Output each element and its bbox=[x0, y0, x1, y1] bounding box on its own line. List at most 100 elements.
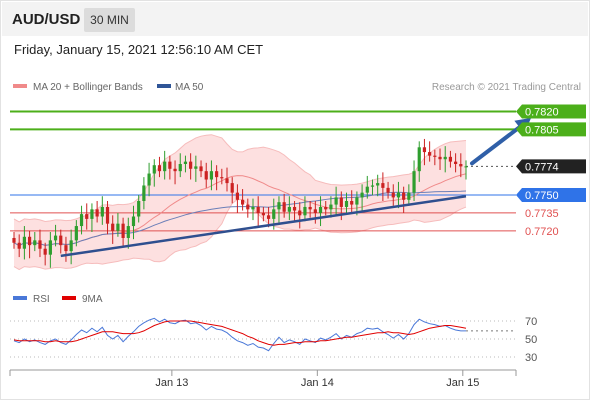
candle-body bbox=[329, 204, 333, 210]
candle-body bbox=[433, 155, 437, 157]
candle-body bbox=[27, 236, 32, 246]
candle-body bbox=[266, 215, 271, 219]
candle-body bbox=[282, 202, 286, 212]
candle-body bbox=[53, 235, 58, 241]
candle-body bbox=[168, 161, 172, 169]
candle-body bbox=[105, 206, 110, 224]
candle-body bbox=[137, 200, 141, 217]
candle-body bbox=[422, 147, 427, 153]
legend-ma50-swatch bbox=[157, 84, 171, 88]
research-credit: Research © 2021 Trading Central bbox=[432, 82, 581, 93]
candle-body bbox=[199, 166, 203, 172]
legend-9ma-swatch bbox=[62, 296, 76, 300]
candle-body bbox=[220, 177, 224, 179]
x-axis-tick-label: Jan 15 bbox=[446, 377, 479, 389]
candle-body bbox=[209, 171, 214, 180]
level-badge-pivot bbox=[516, 188, 586, 203]
candle-body bbox=[142, 185, 146, 201]
candle-body bbox=[183, 161, 188, 165]
rsi-tick-label: 70 bbox=[525, 316, 537, 328]
candle-body bbox=[246, 204, 250, 210]
candle-body bbox=[147, 173, 151, 186]
candle-body bbox=[396, 192, 401, 198]
candle-body bbox=[85, 214, 89, 219]
candle-body bbox=[313, 209, 317, 213]
x-axis-tick-label: Jan 14 bbox=[301, 377, 334, 389]
candle-body bbox=[412, 171, 416, 193]
candle-body bbox=[230, 183, 234, 193]
candle-body bbox=[157, 165, 162, 172]
candle-body bbox=[272, 209, 276, 219]
x-axis-tick-label: Jan 13 bbox=[155, 377, 188, 389]
legend-rsi-label: RSI bbox=[33, 294, 50, 305]
candle-body bbox=[116, 223, 120, 231]
level-badge-resistance bbox=[516, 122, 586, 137]
candle-body bbox=[163, 161, 167, 172]
candle-body bbox=[277, 202, 281, 210]
candle-body bbox=[121, 223, 125, 238]
support-trendline bbox=[60, 194, 467, 258]
level-label-last_price: 0.7774 bbox=[525, 161, 559, 173]
level-label-support: 0.7735 bbox=[525, 208, 559, 220]
candle-body bbox=[215, 171, 219, 178]
candle-body bbox=[95, 209, 99, 217]
symbol-title: AUD/USD bbox=[12, 11, 81, 28]
candle-body bbox=[33, 240, 37, 246]
candle-body bbox=[443, 156, 447, 160]
legend-rsi-swatch bbox=[13, 296, 27, 300]
candle-body bbox=[303, 206, 307, 216]
legend-ma20-swatch bbox=[13, 84, 27, 88]
level-label-support: 0.7720 bbox=[525, 226, 559, 238]
candle-body bbox=[407, 192, 411, 200]
bollinger-lower-line bbox=[13, 198, 467, 271]
candle-body bbox=[69, 240, 73, 252]
candle-body bbox=[152, 165, 156, 174]
candle-body bbox=[417, 147, 421, 172]
candle-body bbox=[292, 206, 297, 211]
candle-body bbox=[235, 192, 240, 200]
candle-body bbox=[448, 156, 453, 162]
candle-body bbox=[189, 161, 193, 169]
ma50-line bbox=[13, 190, 467, 247]
candle-body bbox=[344, 200, 349, 207]
candle-body bbox=[251, 206, 255, 210]
rsi-tick-label: 50 bbox=[525, 334, 537, 346]
candle-body bbox=[360, 192, 364, 198]
candle-body bbox=[318, 206, 323, 213]
candle-body bbox=[298, 210, 302, 216]
level-label-resistance: 0.7805 bbox=[525, 124, 559, 136]
candle-body bbox=[173, 168, 177, 172]
candle-body bbox=[350, 200, 354, 205]
legend-9ma-label: 9MA bbox=[82, 294, 103, 305]
candle-body bbox=[194, 166, 198, 169]
candle-body bbox=[38, 240, 42, 249]
candle-body bbox=[376, 183, 380, 186]
candle-body bbox=[79, 214, 84, 227]
candle-body bbox=[355, 197, 359, 205]
rsi-9ma-line bbox=[13, 320, 467, 346]
legend-ma50-label: MA 50 bbox=[175, 82, 204, 93]
candle-body bbox=[74, 226, 78, 241]
candle-body bbox=[428, 152, 432, 156]
level-label-pivot: 0.7750 bbox=[525, 190, 559, 202]
candle-body bbox=[334, 197, 338, 205]
candle-body bbox=[256, 206, 260, 213]
candle-body bbox=[370, 185, 375, 187]
candle-body bbox=[22, 236, 26, 249]
candle-body bbox=[324, 206, 328, 210]
candle-body bbox=[59, 235, 63, 246]
rsi-tick-label: 30 bbox=[525, 352, 537, 364]
candle-body bbox=[261, 212, 265, 216]
candle-body bbox=[43, 248, 47, 255]
timeframe-button[interactable]: 30 MIN bbox=[84, 8, 135, 32]
candle-body bbox=[386, 187, 390, 193]
candle-body bbox=[48, 240, 52, 255]
candle-body bbox=[464, 166, 468, 168]
candle-body bbox=[402, 192, 406, 200]
candle-body bbox=[308, 206, 312, 210]
candle-body bbox=[64, 245, 68, 252]
level-label-resistance: 0.7820 bbox=[525, 107, 559, 119]
candle-body bbox=[178, 164, 182, 172]
candle-body bbox=[111, 223, 115, 231]
